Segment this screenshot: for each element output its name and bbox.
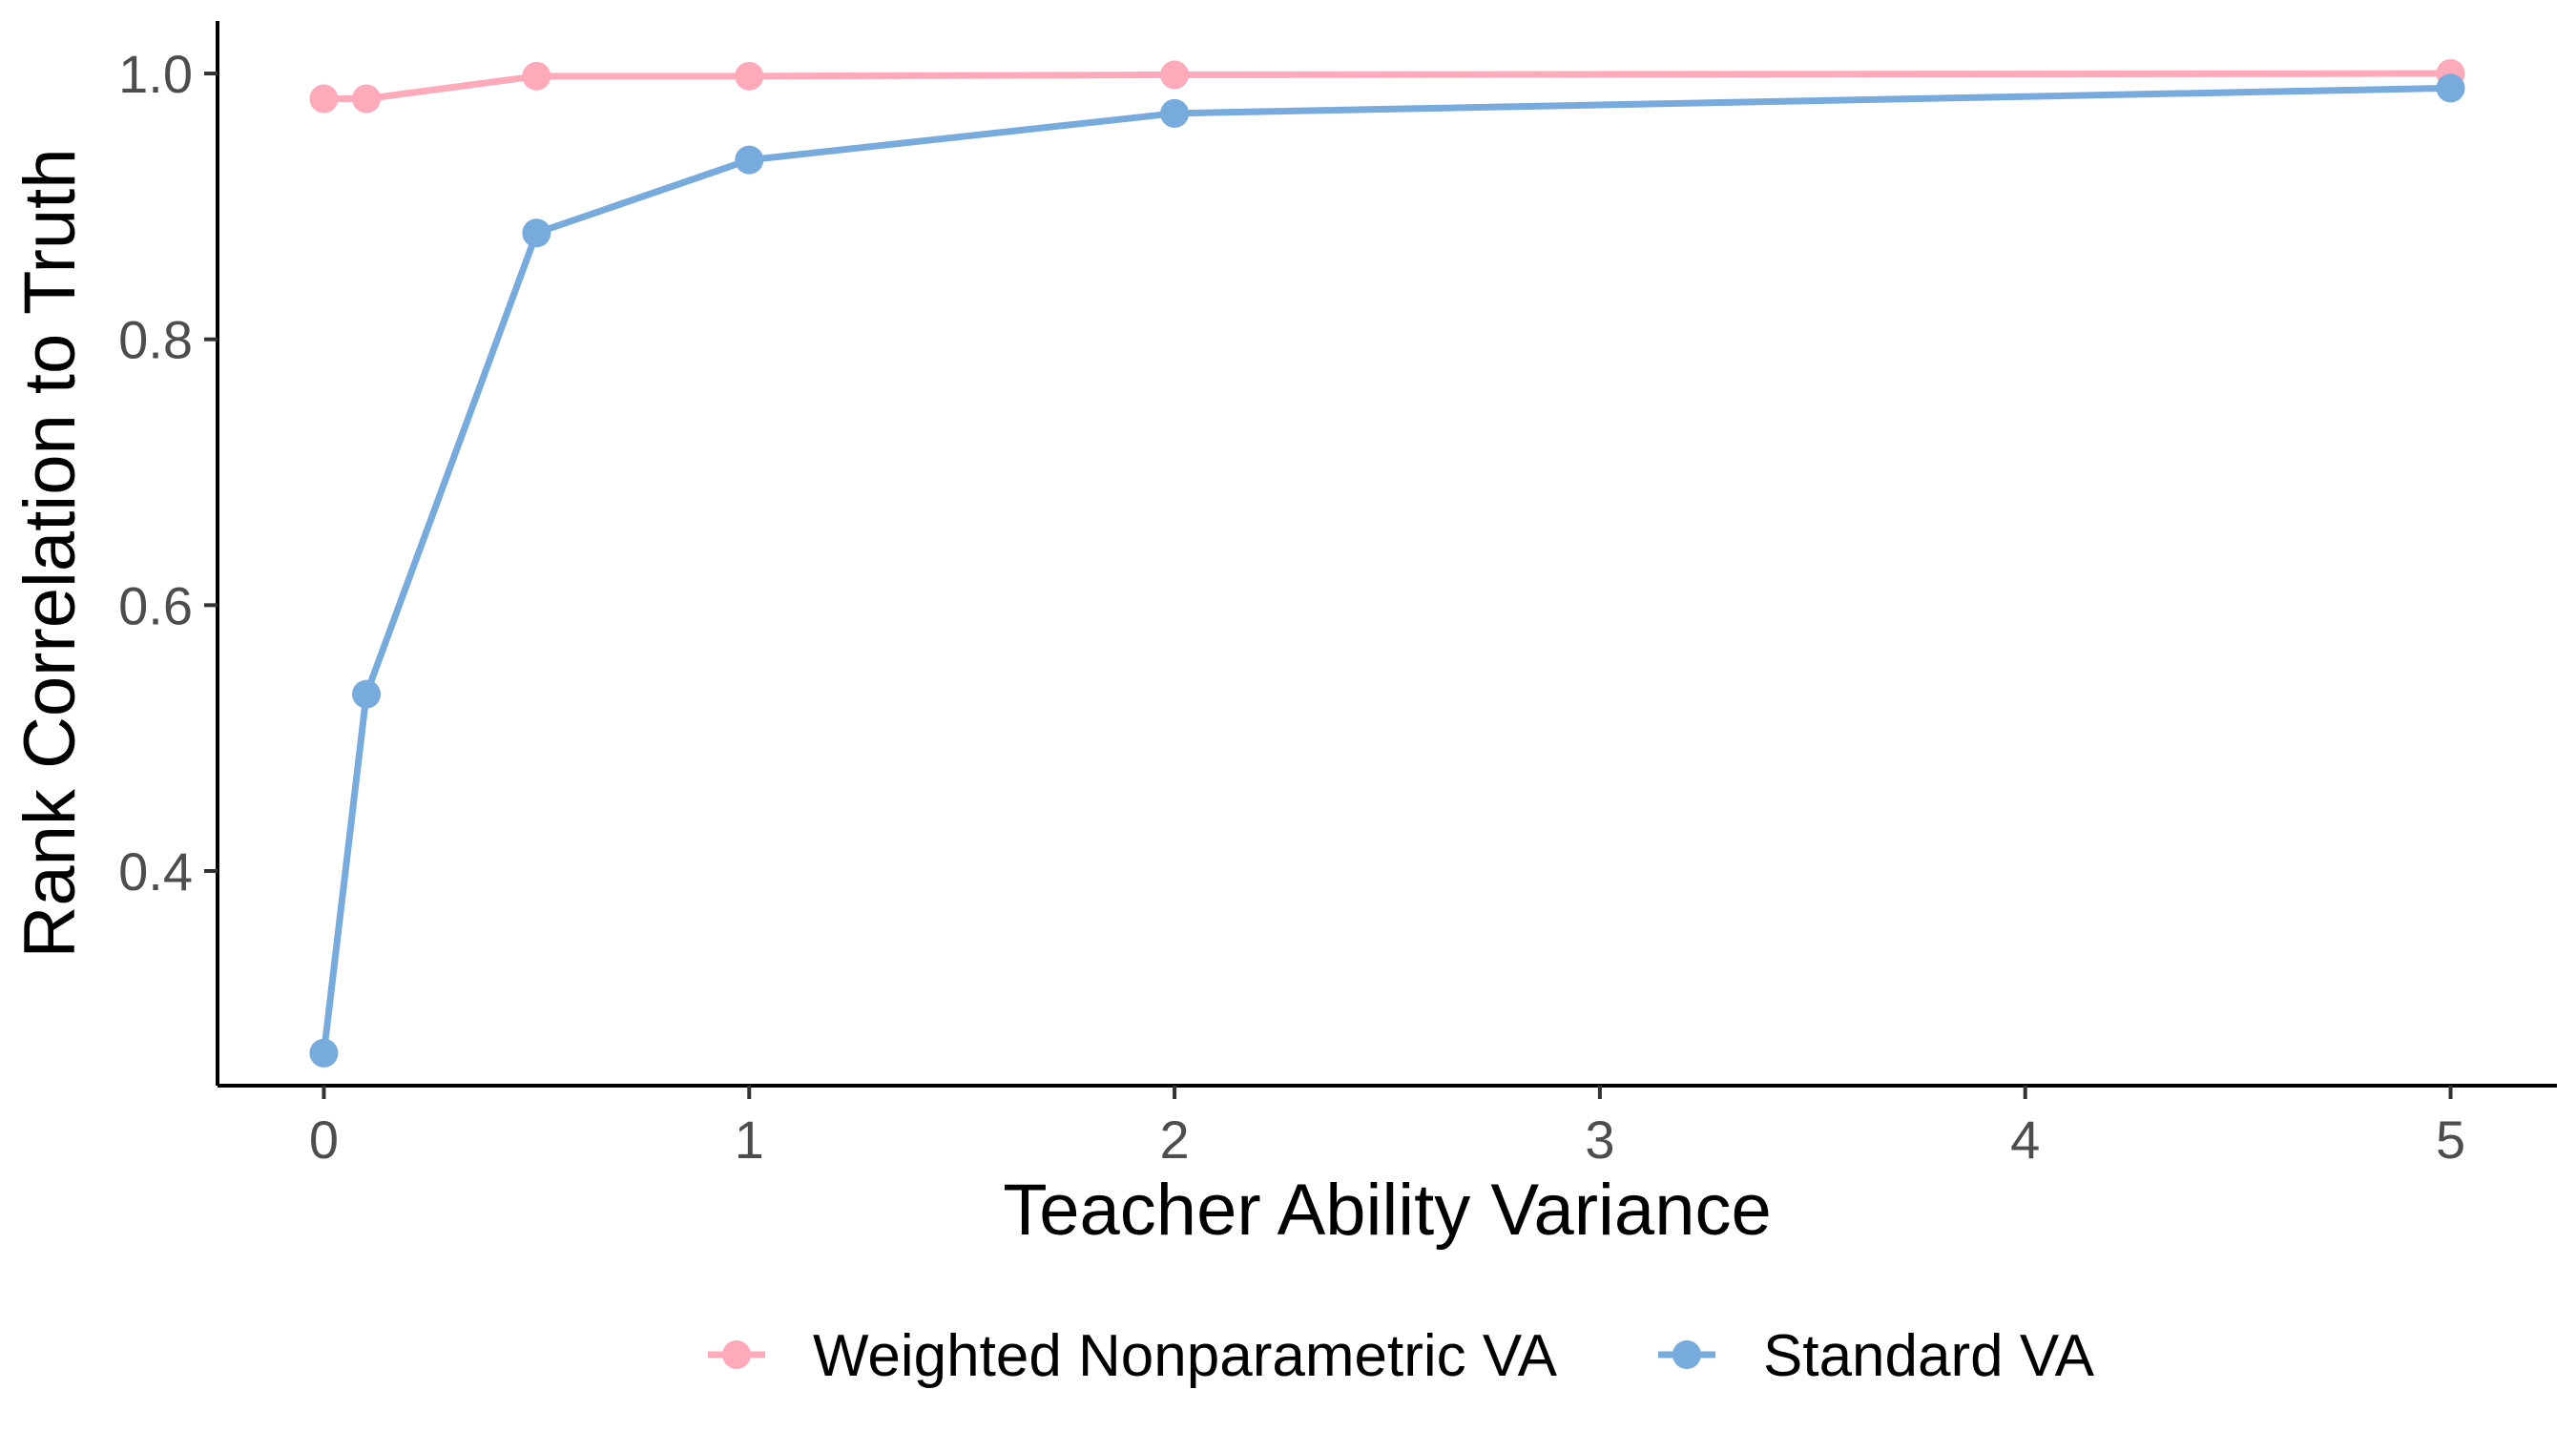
- y-axis-title: Rank Correlation to Truth: [10, 148, 91, 958]
- x-tick-label: 5: [2436, 1110, 2465, 1170]
- axes: [216, 21, 2557, 1088]
- legend-item: Standard VA: [1658, 1323, 2095, 1389]
- y-tick-label: 1.0: [118, 44, 193, 104]
- x-axis-title: Teacher Ability Variance: [1003, 1170, 1771, 1251]
- legend-point-key: [722, 1340, 751, 1369]
- y-tick-label: 0.8: [118, 310, 193, 370]
- data-point: [352, 84, 382, 114]
- x-tick-label: 1: [735, 1110, 764, 1170]
- series-line: [320, 84, 2455, 1057]
- data-point: [735, 61, 764, 91]
- y-tick-label: 0.4: [118, 841, 193, 902]
- data-point: [1160, 98, 1190, 128]
- data-point: [522, 61, 551, 91]
- series-0: [309, 59, 2465, 114]
- x-tick-label: 0: [309, 1110, 339, 1170]
- y-tick-label: 0.6: [118, 575, 193, 635]
- x-tick-label: 4: [2010, 1110, 2040, 1170]
- series-1: [309, 73, 2465, 1068]
- x-tick-label: 2: [1160, 1110, 1190, 1170]
- data-point: [2436, 73, 2465, 103]
- x-tick-label: 3: [1585, 1110, 1614, 1170]
- legend-item: Weighted Nonparametric VA: [708, 1323, 1558, 1389]
- data-point: [309, 1038, 339, 1068]
- data-point: [309, 84, 339, 114]
- axis-ticks: 0 1 2 3 4 5 0.4 0.6 0.8 1.0: [118, 44, 2465, 1170]
- data-point: [352, 679, 382, 709]
- data-point: [1160, 60, 1190, 90]
- data-point: [522, 218, 551, 248]
- legend-label: Weighted Nonparametric VA: [813, 1323, 1558, 1389]
- legend-point-key: [1672, 1340, 1701, 1369]
- series-group: [309, 59, 2465, 1068]
- legend-label: Standard VA: [1763, 1323, 2095, 1389]
- data-point: [735, 145, 764, 175]
- legend: Weighted Nonparametric VA Standard VA: [708, 1323, 2095, 1389]
